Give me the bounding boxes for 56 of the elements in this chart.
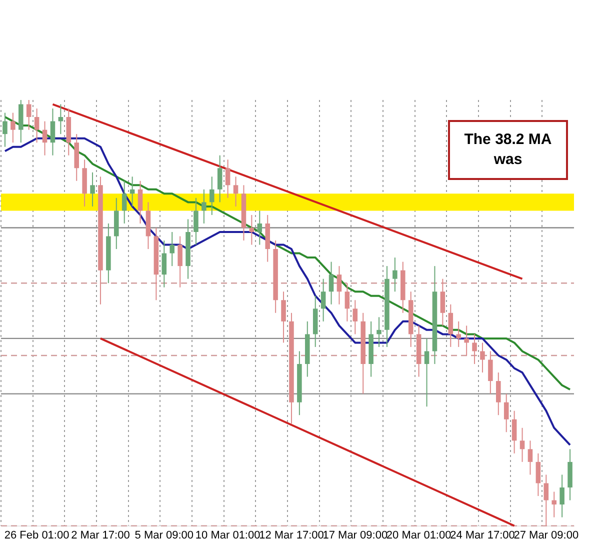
candlestick	[249, 214, 254, 246]
candlestick	[2, 112, 8, 148]
candlestick	[10, 112, 16, 144]
candlestick	[520, 427, 525, 462]
candlestick	[233, 176, 238, 207]
candlestick	[281, 291, 286, 344]
candlestick	[552, 491, 556, 518]
candlestick	[162, 240, 167, 288]
candlestick	[560, 474, 564, 518]
candlestick	[456, 320, 461, 348]
candlestick	[170, 232, 174, 267]
candlestick	[328, 261, 334, 305]
candlestick	[138, 180, 143, 224]
candlestick	[210, 176, 214, 216]
candlestick	[194, 197, 198, 246]
x-tick-label: 20 Mar 01:00	[386, 529, 452, 542]
candlestick	[512, 410, 517, 454]
candlestick	[504, 393, 509, 433]
candlestick	[122, 180, 127, 224]
candlestick	[536, 452, 541, 496]
candlestick	[472, 334, 477, 364]
candlestick	[257, 210, 262, 246]
x-tick-label: 12 Mar 17:00	[259, 529, 324, 542]
x-tick-label: 17 Mar 09:00	[322, 529, 388, 542]
x-tick-label: 27 Mar 09:00	[514, 529, 579, 542]
candlestick	[225, 159, 230, 198]
candlestick	[544, 474, 549, 526]
candlestick	[440, 278, 446, 326]
candlestick	[34, 108, 40, 144]
candlestick	[320, 278, 326, 322]
x-tick-label: 10 Mar 01:00	[195, 529, 260, 542]
candlestick	[448, 304, 454, 348]
candlestick	[424, 338, 430, 408]
x-tick-label: 26 Feb 01:00	[4, 529, 70, 542]
candlestick	[344, 282, 350, 322]
x-tick-label: 2 Mar 17:00	[71, 529, 130, 542]
x-tick-label: 24 Mar 17:00	[450, 529, 515, 542]
candlestick	[217, 154, 222, 203]
candlestick	[178, 236, 182, 288]
annotation: The 38.2 MA was	[448, 120, 568, 180]
candlestick	[336, 266, 342, 305]
candlestick	[26, 100, 32, 130]
x-tick-label: 5 Mar 09:00	[134, 529, 194, 542]
candlestick	[480, 342, 485, 374]
candlestick	[528, 440, 533, 476]
candlestick	[488, 350, 493, 394]
candlestick	[376, 316, 382, 348]
candlestick	[392, 257, 398, 292]
candlestick	[58, 104, 64, 135]
candlestick	[464, 325, 469, 356]
candlestick	[496, 372, 501, 416]
candlestick	[352, 300, 358, 335]
candlestick	[202, 188, 206, 224]
candlestick	[42, 120, 48, 156]
candlestick	[50, 108, 56, 156]
candlestick	[90, 172, 95, 207]
